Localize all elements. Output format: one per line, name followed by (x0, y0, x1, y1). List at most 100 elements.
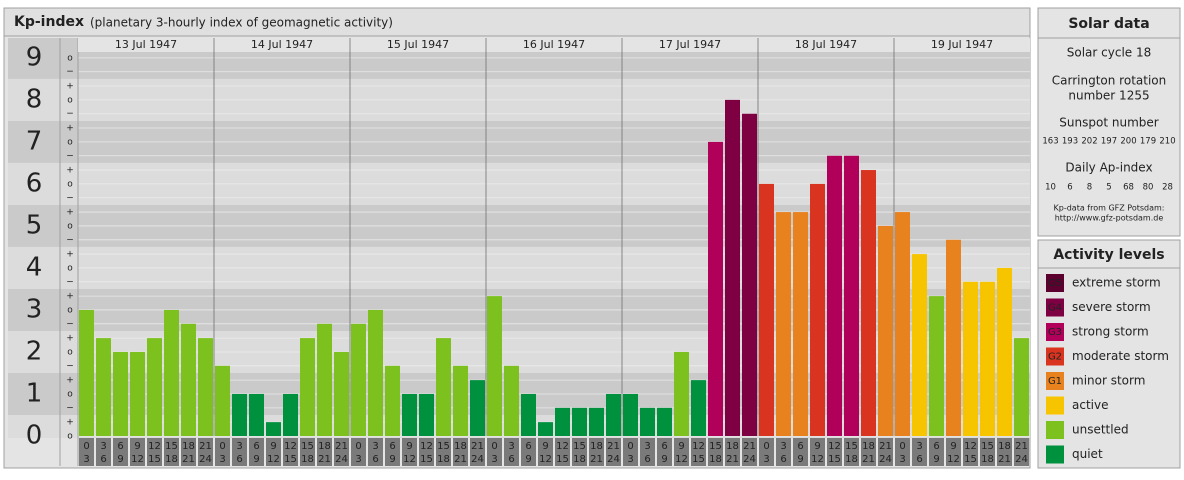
minor-tick-label: − (66, 277, 74, 287)
hour-box (912, 438, 927, 466)
bar (215, 365, 230, 436)
hour-box (810, 438, 825, 466)
hour-label: 6 (780, 454, 786, 465)
hour-label: 12 (267, 454, 280, 465)
hour-box (198, 438, 213, 466)
legend-swatch (1046, 347, 1064, 366)
hour-label: 6 (389, 441, 395, 452)
hour-box (589, 438, 604, 466)
hour-label: 21 (998, 454, 1011, 465)
hour-box (640, 438, 655, 466)
hour-label: 24 (199, 454, 212, 465)
legend-label: extreme storm (1072, 276, 1161, 290)
day-label: 14 Jul 1947 (251, 38, 313, 51)
hour-label: 21 (318, 454, 331, 465)
legend-swatch (1046, 274, 1064, 292)
title: Kp-index (14, 14, 84, 30)
bar (521, 393, 536, 436)
hour-box (283, 438, 298, 466)
hour-label: 12 (964, 441, 977, 452)
ap-value: 68 (1123, 183, 1134, 193)
minor-tick-label: o (67, 347, 73, 357)
y-tick-label: 1 (26, 378, 43, 408)
hour-label: 15 (828, 454, 841, 465)
bar (266, 422, 281, 436)
hour-box (963, 438, 978, 466)
sunspot-value: 202 (1081, 137, 1097, 147)
legend-swatch (1046, 396, 1064, 415)
bar (640, 407, 655, 436)
bar (844, 155, 859, 436)
hour-box (708, 438, 723, 466)
hour-label: 9 (797, 454, 803, 465)
hour-box (351, 438, 366, 466)
bar (742, 113, 757, 437)
y-tick-label: 3 (26, 294, 43, 324)
hour-label: 18 (573, 454, 586, 465)
bar (793, 212, 808, 436)
bar (232, 393, 247, 436)
hour-label: 18 (726, 441, 739, 452)
sunspot-value: 210 (1159, 137, 1175, 147)
hour-label: 21 (454, 454, 467, 465)
hour-box (878, 438, 893, 466)
minor-tick-label: − (66, 319, 74, 329)
hour-label: 12 (947, 454, 960, 465)
ap-value: 8 (1087, 183, 1092, 193)
bar (317, 323, 332, 436)
hour-label: 0 (899, 441, 905, 452)
bar (980, 281, 995, 436)
hour-box (538, 438, 553, 466)
hour-label: 18 (454, 441, 467, 452)
legend-label: unsettled (1072, 423, 1129, 437)
hour-box (266, 438, 281, 466)
bar (555, 407, 570, 436)
hour-label: 21 (726, 454, 739, 465)
legend-code: G3 (1048, 327, 1062, 338)
minor-tick-label: o (67, 389, 73, 399)
hour-label: 24 (607, 454, 620, 465)
hour-label: 6 (916, 454, 922, 465)
hour-box (1014, 438, 1029, 466)
bar (861, 170, 876, 436)
hour-box (181, 438, 196, 466)
bar (1014, 338, 1029, 436)
hour-label: 24 (879, 454, 892, 465)
hour-label: 21 (590, 454, 603, 465)
minor-tick-label: o (67, 179, 73, 189)
hour-label: 24 (335, 454, 348, 465)
hour-box (334, 438, 349, 466)
hour-label: 15 (148, 454, 161, 465)
legend-label: minor storm (1072, 374, 1145, 388)
sunspot-value: 193 (1062, 137, 1078, 147)
hour-box (113, 438, 128, 466)
hour-label: 3 (916, 441, 922, 452)
bar (997, 267, 1012, 436)
hour-label: 6 (644, 454, 650, 465)
hour-box (997, 438, 1012, 466)
hour-label: 18 (301, 454, 314, 465)
hour-label: 3 (236, 441, 242, 452)
hour-box (249, 438, 264, 466)
bar (657, 407, 672, 436)
legend-code: G4 (1048, 303, 1062, 314)
hour-label: 0 (491, 441, 497, 452)
y-tick-label: 2 (26, 336, 43, 366)
hour-label: 9 (270, 441, 276, 452)
hour-box (164, 438, 179, 466)
hour-label: 12 (420, 441, 433, 452)
y-tick-label: 6 (26, 168, 43, 198)
minor-tick-label: o (67, 95, 73, 105)
y-tick-label: 7 (26, 126, 43, 156)
minor-tick-label: − (66, 361, 74, 371)
bar (368, 309, 383, 436)
day-label: 16 Jul 1947 (523, 38, 585, 51)
hour-label: 9 (117, 454, 123, 465)
y-tick-label: 9 (26, 42, 43, 72)
hour-label: 18 (590, 441, 603, 452)
hour-label: 15 (709, 441, 722, 452)
hour-label: 18 (318, 441, 331, 452)
bar (249, 393, 264, 436)
hour-label: 9 (678, 441, 684, 452)
hour-box (657, 438, 672, 466)
